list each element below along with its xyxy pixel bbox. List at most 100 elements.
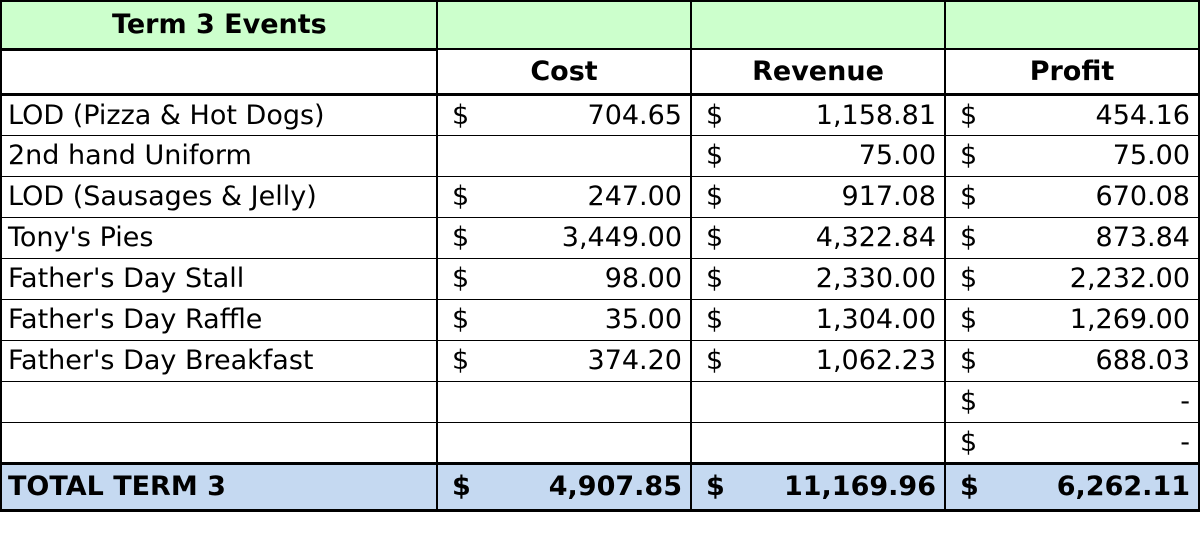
currency-symbol: $ bbox=[960, 181, 978, 212]
money-cell-revenue: $917.08 bbox=[690, 175, 946, 218]
row-label bbox=[0, 380, 438, 423]
row-label: 2nd hand Uniform bbox=[0, 134, 438, 177]
table-row: Father's Day Breakfast $374.20 $1,062.23 $6… bbox=[0, 339, 1200, 382]
currency-symbol: $ bbox=[960, 386, 978, 417]
currency-symbol: $ bbox=[960, 345, 978, 376]
currency-symbol: $ bbox=[960, 471, 979, 502]
amount-value: 1,158.81 bbox=[815, 99, 936, 131]
money-cell-revenue: $1,304.00 bbox=[690, 298, 946, 341]
amount-value: 688.03 bbox=[1095, 345, 1190, 376]
currency-symbol: $ bbox=[452, 471, 471, 502]
currency-symbol: $ bbox=[960, 140, 978, 171]
money-cell-cost: $98.00 bbox=[436, 257, 692, 300]
amount-value: 1,062.23 bbox=[815, 345, 936, 376]
column-header-profit: Profit bbox=[944, 48, 1200, 96]
table-row: $ - bbox=[0, 421, 1200, 464]
row-label: Father's Day Stall bbox=[0, 257, 438, 300]
money-cell-revenue: $2,330.00 bbox=[690, 257, 946, 300]
amount-value: - bbox=[1180, 386, 1190, 417]
title-fill-cell bbox=[690, 0, 946, 50]
money-cell-profit: $ - bbox=[944, 380, 1200, 423]
title-fill-cell bbox=[436, 0, 692, 50]
row-label: LOD (Sausages & Jelly) bbox=[0, 175, 438, 218]
amount-value: 75.00 bbox=[1112, 140, 1190, 171]
currency-symbol: $ bbox=[706, 304, 724, 335]
amount-value: 1,304.00 bbox=[815, 304, 936, 335]
table-row: Tony's Pies $3,449.00 $4,322.84 $873.84 bbox=[0, 216, 1200, 259]
table-title: Term 3 Events bbox=[0, 0, 438, 51]
currency-symbol: $ bbox=[706, 471, 725, 502]
currency-symbol: $ bbox=[452, 99, 470, 131]
amount-value: 374.20 bbox=[587, 345, 682, 376]
money-cell-profit: $670.08 bbox=[944, 175, 1200, 218]
money-cell-revenue: $75.00 bbox=[690, 134, 946, 177]
amount-value: 3,449.00 bbox=[561, 222, 682, 253]
currency-symbol: $ bbox=[706, 222, 724, 253]
amount-value: 873.84 bbox=[1095, 222, 1190, 253]
money-cell-profit: $75.00 bbox=[944, 134, 1200, 177]
money-cell-revenue: $1,062.23 bbox=[690, 339, 946, 382]
currency-symbol: $ bbox=[452, 181, 470, 212]
row-label bbox=[0, 421, 438, 464]
money-cell-profit: $1,269.00 bbox=[944, 298, 1200, 341]
money-cell-cost: $3,449.00 bbox=[436, 216, 692, 259]
currency-symbol: $ bbox=[706, 263, 724, 294]
money-cell-profit: $873.84 bbox=[944, 216, 1200, 259]
money-cell-cost bbox=[436, 134, 692, 177]
amount-value: 6,262.11 bbox=[1056, 471, 1190, 502]
amount-value: 4,907.85 bbox=[548, 471, 682, 502]
money-cell-profit: $6,262.11 bbox=[944, 461, 1200, 512]
currency-symbol: $ bbox=[706, 345, 724, 376]
amount-value: 4,322.84 bbox=[815, 222, 936, 253]
table-row: Father's Day Stall $98.00 $2,330.00 $2,232.… bbox=[0, 257, 1200, 300]
table-row: LOD (Pizza & Hot Dogs) $704.65 $1,158.81 $4… bbox=[0, 93, 1200, 136]
amount-value: 704.65 bbox=[587, 99, 682, 131]
currency-symbol: $ bbox=[960, 99, 978, 131]
table-row: Father's Day Raffle $35.00 $1,304.00 $1,269… bbox=[0, 298, 1200, 341]
money-cell-revenue: $1,158.81 bbox=[690, 93, 946, 136]
currency-symbol: $ bbox=[960, 304, 978, 335]
row-label: Father's Day Breakfast bbox=[0, 339, 438, 382]
money-cell-profit: $454.16 bbox=[944, 93, 1200, 136]
amount-value: 11,169.96 bbox=[783, 471, 936, 502]
term-events-table: Term 3 Events Cost Revenue Profit LOD (P… bbox=[0, 0, 1200, 512]
amount-value: 75.00 bbox=[858, 140, 936, 171]
amount-value: 917.08 bbox=[841, 181, 936, 212]
table-row: $ - bbox=[0, 380, 1200, 423]
money-cell-revenue: $4,322.84 bbox=[690, 216, 946, 259]
money-cell-profit: $2,232.00 bbox=[944, 257, 1200, 300]
currency-symbol: $ bbox=[706, 181, 724, 212]
currency-symbol: $ bbox=[452, 222, 470, 253]
title-fill-cell bbox=[944, 0, 1200, 50]
money-cell-profit: $ - bbox=[944, 421, 1200, 464]
amount-value: 98.00 bbox=[604, 263, 682, 294]
header-empty-cell bbox=[0, 48, 438, 96]
amount-value: 2,232.00 bbox=[1069, 263, 1190, 294]
currency-symbol: $ bbox=[960, 222, 978, 253]
money-cell-cost bbox=[436, 421, 692, 464]
money-cell-cost: $35.00 bbox=[436, 298, 692, 341]
column-header-revenue: Revenue bbox=[690, 48, 946, 96]
currency-symbol: $ bbox=[452, 345, 470, 376]
money-cell-revenue bbox=[690, 421, 946, 464]
row-label: Tony's Pies bbox=[0, 216, 438, 259]
amount-value: 454.16 bbox=[1095, 99, 1190, 131]
row-label: LOD (Pizza & Hot Dogs) bbox=[0, 93, 438, 136]
table-row: LOD (Sausages & Jelly) $247.00 $917.08 $670… bbox=[0, 175, 1200, 218]
money-cell-cost: $247.00 bbox=[436, 175, 692, 218]
money-cell-cost: $374.20 bbox=[436, 339, 692, 382]
money-cell-cost: $4,907.85 bbox=[436, 461, 692, 512]
money-cell-revenue: $11,169.96 bbox=[690, 461, 946, 512]
row-label: Father's Day Raffle bbox=[0, 298, 438, 341]
money-cell-profit: $688.03 bbox=[944, 339, 1200, 382]
currency-symbol: $ bbox=[452, 263, 470, 294]
amount-value: 2,330.00 bbox=[815, 263, 936, 294]
total-row: TOTAL TERM 3 $4,907.85 $11,169.96 $6,262.11 bbox=[0, 461, 1200, 512]
currency-symbol: $ bbox=[960, 426, 978, 458]
amount-value: 247.00 bbox=[587, 181, 682, 212]
amount-value: 670.08 bbox=[1095, 181, 1190, 212]
amount-value: 35.00 bbox=[604, 304, 682, 335]
total-label: TOTAL TERM 3 bbox=[0, 461, 438, 512]
header-row: Cost Revenue Profit bbox=[0, 48, 1200, 96]
column-header-cost: Cost bbox=[436, 48, 692, 96]
